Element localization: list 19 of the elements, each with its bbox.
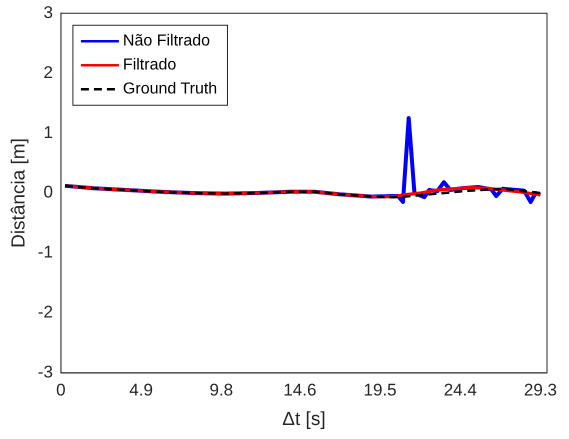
x-tick-label: 24.4	[444, 380, 477, 400]
x-tick-label: 14.6	[283, 380, 316, 400]
y-tick-label: -3	[38, 362, 53, 382]
x-tick-label: 29.3	[524, 380, 557, 400]
legend-label: Ground Truth	[122, 80, 218, 98]
y-tick-label: -1	[38, 242, 53, 262]
x-tick-label: 4.9	[129, 380, 153, 400]
x-axis-title: Δt [s]	[282, 408, 326, 430]
y-tick-label: 0	[43, 182, 53, 202]
x-tick-label: 19.5	[364, 380, 397, 400]
legend-label: Filtrado	[122, 56, 176, 74]
y-tick-label: 1	[43, 122, 53, 142]
y-tick-label: -2	[38, 302, 53, 322]
x-tick-label: 9.8	[209, 380, 234, 400]
y-tick-label: 3	[43, 2, 53, 22]
legend-label: Não Filtrado	[122, 32, 210, 50]
y-tick-label: 2	[43, 62, 53, 82]
x-tick-label: 0	[56, 380, 66, 400]
y-axis-title: Distância [m]	[8, 138, 30, 248]
